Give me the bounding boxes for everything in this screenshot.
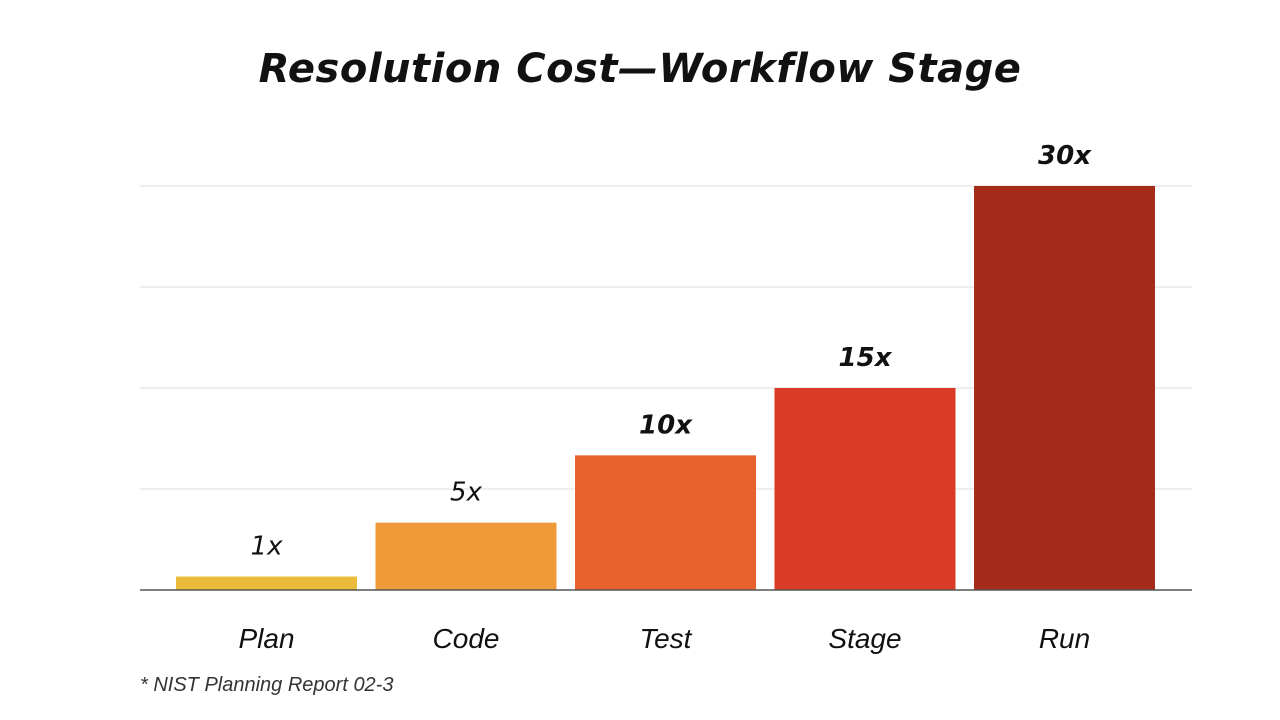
- x-tick-label-plan: Plan: [238, 623, 294, 654]
- chart-title: Resolution Cost—Workflow Stage: [258, 46, 1022, 92]
- data-label-stage: 15x: [839, 343, 893, 373]
- data-label-test: 10x: [639, 410, 693, 440]
- bar-plan: [176, 576, 357, 590]
- x-tick-labels: Plan Code Test Stage Run: [238, 623, 1090, 654]
- bar-code: [375, 522, 557, 590]
- x-tick-label-stage: Stage: [828, 623, 901, 654]
- data-label-run: 30x: [1038, 141, 1092, 171]
- bar-test: [575, 455, 756, 590]
- source-footnote: * NIST Planning Report 02-3: [140, 674, 394, 696]
- bar-run: [974, 186, 1155, 590]
- bars: [176, 186, 1155, 590]
- data-label-code: 5x: [450, 478, 483, 508]
- data-label-plan: 1x: [251, 532, 284, 562]
- x-tick-label-test: Test: [640, 623, 693, 654]
- bar-stage: [774, 388, 956, 590]
- x-tick-label-run: Run: [1039, 623, 1090, 654]
- x-tick-label-code: Code: [433, 623, 500, 654]
- data-labels: 1x 5x 10x 15x 30x: [251, 141, 1093, 562]
